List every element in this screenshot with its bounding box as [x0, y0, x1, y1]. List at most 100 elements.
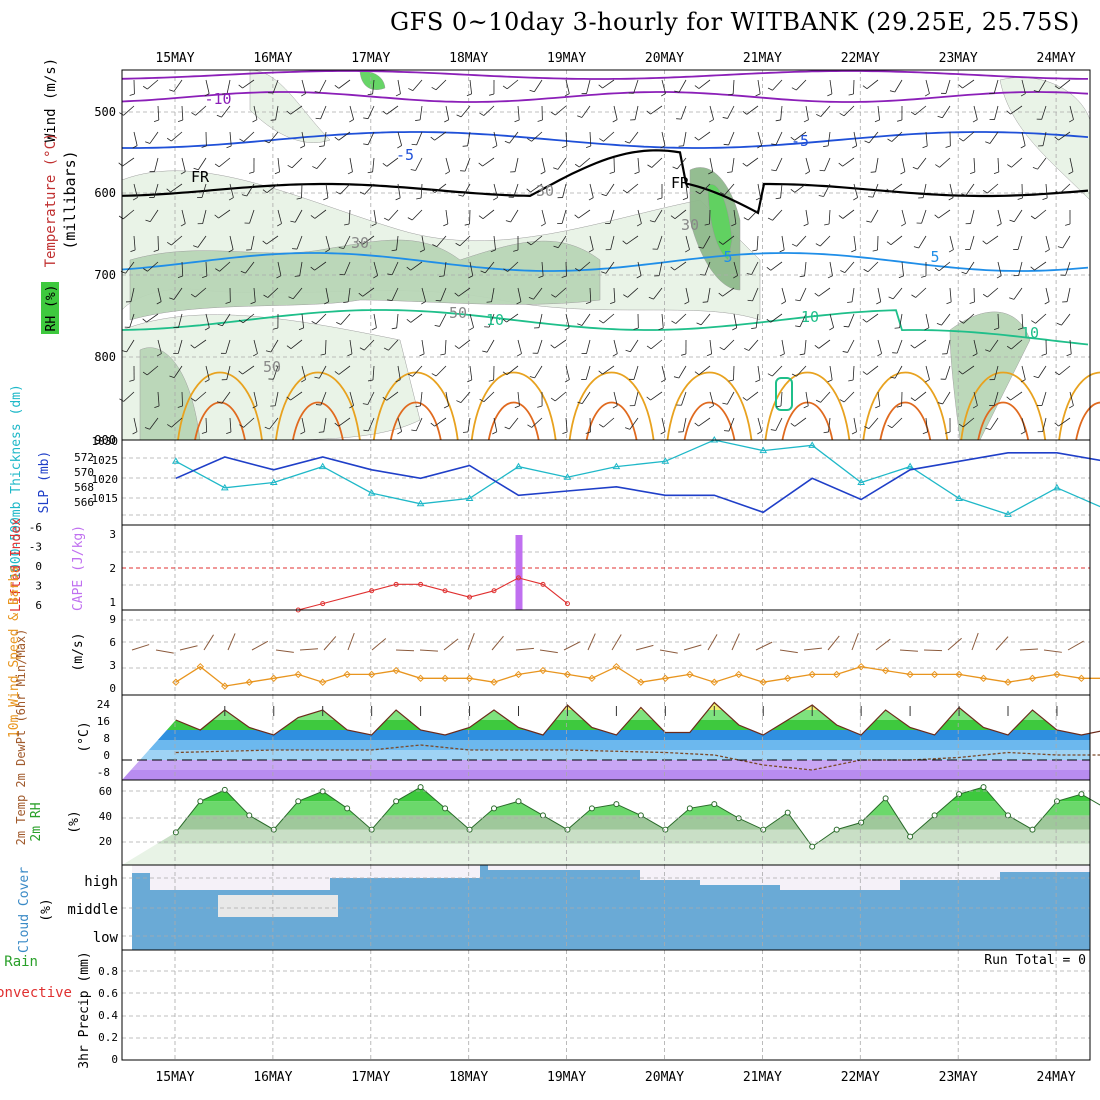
- wind-barb: [1069, 105, 1074, 120]
- wind-barb: [275, 649, 294, 653]
- wind-barb-flag: [698, 246, 704, 249]
- wind-barb-flag: [214, 214, 219, 219]
- li-point: [442, 588, 448, 594]
- wind-barb: [173, 365, 183, 378]
- wind-barb: [395, 649, 415, 652]
- wind-barb: [989, 339, 999, 352]
- wind-barb: [726, 391, 735, 405]
- y-tick-label: 800: [94, 350, 116, 364]
- y-tick-right: 1: [109, 596, 116, 609]
- wind-barb: [751, 261, 759, 275]
- wind-barb: [273, 365, 279, 380]
- wind-barb-flag: [443, 405, 449, 409]
- wind-barb: [126, 339, 135, 353]
- wind-barb: [877, 339, 882, 354]
- wind-barb-flag: [538, 275, 544, 279]
- wind-barb: [633, 79, 639, 94]
- wind-barb: [925, 417, 928, 432]
- wind-barb: [947, 637, 962, 651]
- wind-barb-flag: [130, 249, 136, 253]
- wind-barb-flag: [646, 396, 651, 401]
- wind-barb-flag: [359, 191, 365, 195]
- wind-barb-flag: [827, 275, 833, 279]
- wind-barb: [157, 287, 162, 302]
- wind-barb: [997, 209, 1002, 224]
- wind-barb-flag: [169, 297, 175, 300]
- wind-speed-point: [637, 678, 645, 686]
- wind-barb: [589, 417, 591, 433]
- y-tick-label: 6: [109, 636, 116, 649]
- wind-barb-flag: [887, 424, 893, 429]
- wind-barb: [1042, 417, 1047, 432]
- wind-barb: [794, 183, 807, 193]
- wind-barb: [178, 313, 183, 328]
- wind-barb-flag: [727, 171, 733, 173]
- wind-barb: [343, 235, 351, 249]
- wind-barb: [290, 339, 303, 349]
- wind-barb-flag: [886, 241, 892, 245]
- wind-barb-flag: [395, 197, 401, 201]
- wind-barb: [420, 391, 423, 406]
- cloud-clear: [488, 865, 640, 870]
- wind-barb-flag: [440, 353, 446, 356]
- wind-barb: [296, 235, 303, 250]
- wind-barb-flag: [948, 249, 954, 253]
- isotherm-20: [1075, 401, 1100, 441]
- wind-barb: [637, 157, 640, 172]
- wind-barb: [994, 365, 999, 380]
- wind-barb: [605, 183, 615, 196]
- wind-barb: [890, 235, 903, 245]
- wind-barb-flag: [852, 145, 857, 149]
- wind-barb: [482, 157, 495, 167]
- wind-barb: [221, 391, 231, 404]
- wind-barb-flag: [609, 171, 615, 174]
- wind-barb-flag: [274, 171, 280, 175]
- wind-barb-flag: [791, 87, 797, 91]
- wind-barb-flag: [540, 171, 546, 175]
- wind-barb-flag: [262, 189, 268, 193]
- wind-barb: [724, 183, 735, 195]
- isotherm-15: [764, 371, 851, 441]
- wind-barb-flag: [272, 327, 278, 330]
- rh-legend-swatch: [41, 282, 59, 334]
- wind-barb-flag: [238, 319, 244, 324]
- wind-barb: [698, 131, 711, 141]
- wind-barb-flag: [516, 301, 522, 305]
- wind-barb-flag: [781, 301, 786, 305]
- wind-barb: [779, 649, 798, 654]
- wind-barb: [513, 183, 519, 198]
- wind-barb: [530, 183, 543, 193]
- wind-barb-flag: [1006, 396, 1011, 401]
- wind-barb: [722, 287, 735, 297]
- wind-barb-flag: [791, 243, 797, 247]
- wind-barb-flag: [795, 325, 801, 328]
- wind-barb-flag: [682, 197, 688, 201]
- li-point: [564, 601, 570, 607]
- rh-band: [122, 829, 1090, 844]
- wind-speed-point: [759, 678, 767, 686]
- y-tick-label: 700: [94, 268, 116, 282]
- wind-barb-flag: [467, 379, 472, 383]
- wind-barb: [772, 209, 783, 221]
- wind-barb: [877, 391, 881, 406]
- wind-barb: [847, 339, 855, 353]
- wind-barb-flag: [397, 431, 402, 435]
- wind-barb: [1042, 131, 1047, 146]
- wind-barb: [205, 365, 210, 380]
- wind-barb-flag: [864, 426, 870, 430]
- thickness-point: [269, 478, 278, 485]
- wind-barb-flag: [890, 376, 896, 379]
- wind-barb: [125, 261, 135, 274]
- wind-barb: [509, 131, 519, 144]
- wind-barb: [349, 339, 353, 354]
- wind-barb: [962, 79, 975, 89]
- wind-barb: [829, 313, 835, 328]
- wind-barb-flag: [550, 397, 556, 402]
- rh-point: [784, 809, 791, 816]
- wind-speed-point: [1053, 670, 1061, 679]
- wind-barb: [130, 287, 135, 302]
- wind-barb: [709, 391, 714, 406]
- wind-barb-flag: [898, 275, 904, 279]
- wind-barb-flag: [924, 327, 930, 331]
- wind-barb-flag: [670, 266, 675, 271]
